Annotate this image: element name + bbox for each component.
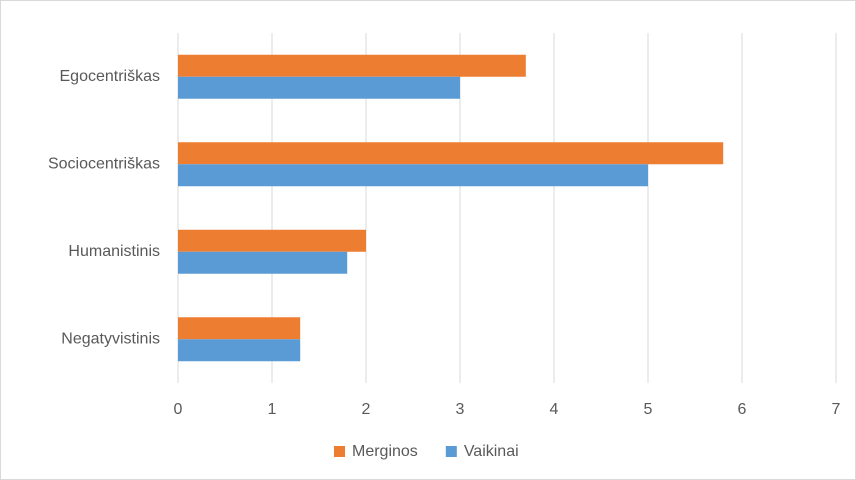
bar	[178, 164, 648, 187]
y-tick-label: Humanistinis	[68, 243, 160, 260]
bar	[178, 142, 724, 165]
x-tick-label: 1	[268, 401, 277, 418]
bar	[178, 339, 301, 362]
legend-label: Merginos	[352, 443, 418, 460]
legend-swatch	[334, 446, 345, 457]
y-tick-label: Negatyvistinis	[61, 330, 160, 347]
x-tick-label: 5	[644, 401, 653, 418]
bar	[178, 54, 526, 77]
legend-swatch	[445, 446, 457, 457]
bar	[178, 76, 460, 99]
bar	[178, 229, 366, 252]
x-tick-label: 4	[550, 401, 559, 418]
bar	[178, 251, 348, 274]
y-tick-label: Sociocentriškas	[48, 155, 160, 172]
x-tick-label: 3	[456, 401, 465, 418]
x-tick-label: 6	[738, 401, 747, 418]
x-tick-label: 0	[174, 401, 183, 418]
legend-label: Vaikinai	[464, 443, 519, 460]
x-tick-label: 2	[362, 401, 371, 418]
x-tick-label: 7	[832, 401, 841, 418]
y-tick-label: Egocentriškas	[60, 68, 161, 85]
bar	[178, 317, 301, 340]
